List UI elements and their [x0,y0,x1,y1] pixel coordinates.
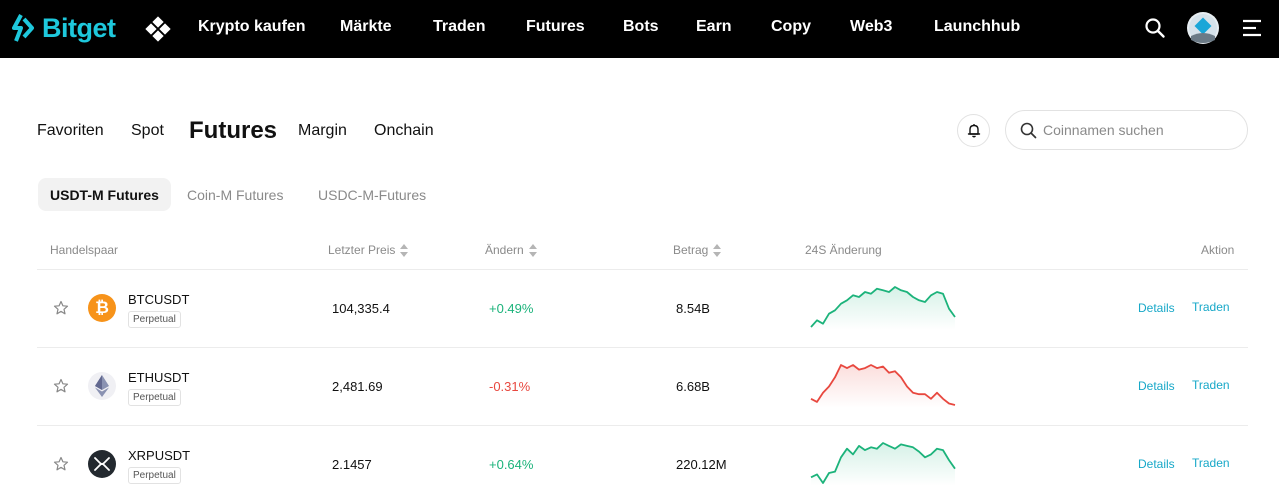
bitget-logo-icon [12,14,34,42]
nav-web3[interactable]: Web3 [850,18,893,35]
volume: 8.54B [676,301,710,316]
sort-icon[interactable] [528,243,537,257]
top-navigation-bar: Bitget Krypto kaufen Märkte Traden Futur… [0,0,1279,58]
avatar[interactable] [1187,12,1219,44]
coin-search-input[interactable] [1043,122,1233,138]
last-price: 2.1457 [332,457,372,472]
sparkline-chart [810,364,956,408]
contract-type-badge: Perpetual [128,311,181,328]
header-aendern[interactable]: Ändern [485,243,537,257]
details-link[interactable]: Details [1138,301,1175,315]
nav-earn[interactable]: Earn [696,18,732,35]
table-row[interactable]: ETHUSDT Perpetual 2,481.69 -0.31% 6.68B … [0,348,1279,426]
bitget-logo[interactable]: Bitget [12,11,116,45]
nav-launchhub[interactable]: Launchhub [934,18,1021,35]
header-handelspaar: Handelspaar [50,243,118,257]
trade-link[interactable]: Traden [1192,378,1230,392]
header-aendern-label: Ändern [485,243,524,257]
sparkline-chart [810,442,956,486]
brand-name: Bitget [42,12,116,43]
favorite-star-icon[interactable] [53,456,69,472]
header-betrag-label: Betrag [673,243,709,257]
subtab-usdc-m-futures[interactable]: USDC-M-Futures [318,186,427,203]
contract-type-badge: Perpetual [128,467,181,484]
price-change: +0.49% [489,301,534,316]
tab-favoriten[interactable]: Favoriten [37,122,104,139]
search-icon [1020,122,1037,138]
pair-name: BTCUSDT [128,292,190,307]
price-change: +0.64% [489,457,534,472]
header-letzter-preis[interactable]: Letzter Preis [328,243,409,257]
sparkline-area [811,287,955,330]
header-aktion-label: Aktion [1201,243,1235,257]
nav-maerkte[interactable]: Märkte [340,18,392,35]
pair-name: XRPUSDT [128,448,191,463]
xrp-icon [88,450,116,478]
price-change: -0.31% [489,379,531,394]
sparkline-area [811,365,955,408]
table-row[interactable]: XRPUSDT Perpetual 2.1457 +0.64% 220.12M … [0,426,1279,501]
volume: 220.12M [676,457,727,472]
nav-krypto-kaufen[interactable]: Krypto kaufen [198,18,306,35]
subtab-coin-m-futures[interactable]: Coin-M Futures [187,186,284,203]
tab-spot[interactable]: Spot [131,122,164,139]
sparkline-line [810,442,956,484]
row-divider [37,425,1248,426]
sort-icon[interactable] [713,243,722,257]
favorite-star-icon[interactable] [53,378,69,394]
nav-futures[interactable]: Futures [526,18,585,35]
coin-search-box[interactable] [1005,110,1248,150]
nav-traden[interactable]: Traden [433,18,486,35]
details-link[interactable]: Details [1138,379,1175,393]
header-betrag[interactable]: Betrag [673,243,722,257]
tab-margin[interactable]: Margin [298,122,347,139]
subtab-usdt-m-futures[interactable]: USDT-M Futures [38,178,171,211]
bitcoin-icon: ₿ [88,294,116,322]
trade-link[interactable]: Traden [1192,300,1230,314]
table-row[interactable]: ₿ BTCUSDT Perpetual 104,335.4 +0.49% 8.5… [0,270,1279,348]
diamond-menu-icon[interactable] [145,16,171,42]
tab-onchain[interactable]: Onchain [374,122,434,139]
price-alert-button[interactable] [957,114,990,147]
sparkline-area [811,443,955,486]
bell-icon [967,124,980,138]
pair-name: ETHUSDT [128,370,190,385]
nav-bots[interactable]: Bots [623,18,659,35]
search-icon[interactable] [1144,17,1166,39]
sparkline-chart [810,286,956,330]
header-letzter-preis-label: Letzter Preis [328,243,396,257]
header-handelspaar-label: Handelspaar [50,243,119,257]
last-price: 2,481.69 [332,379,383,394]
header-aktion: Aktion [1201,243,1234,257]
ethereum-icon [88,372,116,400]
row-divider [37,347,1248,348]
nav-copy[interactable]: Copy [771,18,811,35]
header-24s-aenderung-label: 24S Änderung [805,243,882,257]
sparkline-line [810,286,956,328]
sort-icon[interactable] [400,243,409,257]
ethereum-glyph [95,375,109,397]
volume: 6.68B [676,379,710,394]
tab-futures[interactable]: Futures [189,117,278,144]
header-24s-aenderung: 24S Änderung [805,243,882,257]
header-divider [37,269,1248,270]
last-price: 104,335.4 [332,301,390,316]
details-link[interactable]: Details [1138,457,1175,471]
xrp-glyph [94,457,110,471]
trade-link[interactable]: Traden [1192,456,1230,470]
contract-type-badge: Perpetual [128,389,181,406]
sparkline-line [810,364,956,406]
hamburger-menu-icon[interactable] [1242,18,1262,38]
favorite-star-icon[interactable] [53,300,69,316]
